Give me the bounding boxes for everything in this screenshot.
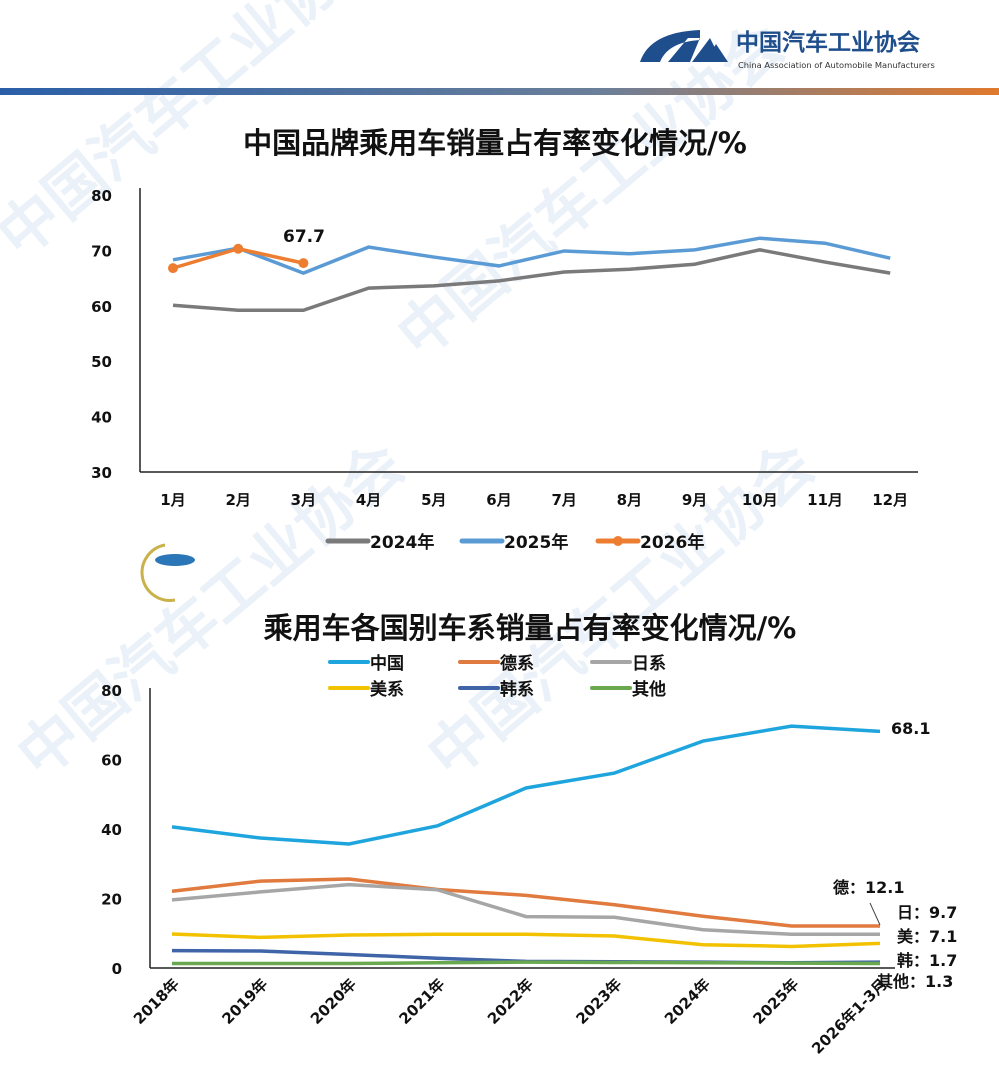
x-tick-label: 2019年 — [218, 975, 271, 1028]
chart-title: 乘用车各国别车系销量占有率变化情况/% — [264, 611, 797, 645]
small-logo — [140, 543, 195, 602]
y-tick-label: 70 — [91, 242, 112, 260]
org-name-en: China Association of Automobile Manufact… — [738, 60, 935, 70]
legend-label: 2025年 — [504, 532, 568, 553]
legend-label: 韩系 — [500, 679, 534, 700]
series-line-日系 — [171, 882, 880, 937]
car-logo-icon — [140, 543, 176, 602]
data-point — [298, 258, 309, 269]
x-tick-label: 6月 — [486, 491, 511, 509]
series-line-中国 — [171, 724, 881, 846]
y-tick-label: 40 — [101, 821, 122, 839]
chart-title: 中国品牌乘用车销量占有率变化情况/% — [243, 126, 747, 160]
header-logo: 中国汽车工业协会 China Association of Automobile… — [640, 29, 935, 70]
data-label: 68.1 — [891, 719, 930, 738]
y-tick-label: 50 — [91, 353, 112, 371]
x-tick-label: 8月 — [617, 491, 642, 509]
data-label: 日：9.7 — [897, 903, 957, 922]
car-logo-icon — [155, 554, 195, 566]
y-tick-label: 20 — [101, 891, 122, 909]
data-point — [233, 243, 244, 254]
x-tick-label: 2021年 — [395, 975, 448, 1028]
watermark-text: 中国汽车工业协会 — [385, 9, 798, 371]
x-tick-label: 5月 — [421, 491, 446, 509]
x-tick-label: 7月 — [551, 491, 576, 509]
y-tick-label: 80 — [91, 187, 112, 205]
x-tick-label: 9月 — [682, 491, 707, 509]
x-tick-label: 2023年 — [572, 975, 625, 1028]
legend-label: 中国 — [370, 653, 404, 674]
data-point — [168, 263, 178, 274]
data-label: 韩：1.7 — [897, 951, 957, 970]
x-tick-label: 1月 — [160, 491, 185, 509]
legend-label: 其他 — [632, 679, 666, 700]
legend-label: 美系 — [370, 679, 404, 700]
y-tick-label: 0 — [112, 960, 122, 978]
x-tick-label: 4月 — [356, 491, 381, 509]
x-tick-label: 2025年 — [749, 975, 802, 1028]
header-divider — [0, 88, 999, 95]
y-tick-label: 60 — [91, 298, 112, 316]
legend-label: 2024年 — [370, 532, 434, 553]
x-tick-label: 2020年 — [307, 975, 360, 1028]
leader-line — [869, 902, 881, 926]
y-tick-label: 80 — [101, 682, 122, 700]
y-tick-label: 60 — [101, 752, 122, 770]
series-line-美系 — [171, 932, 881, 949]
org-name-cn: 中国汽车工业协会 — [736, 29, 920, 56]
series-line-德系 — [171, 877, 880, 928]
data-label: 美：7.1 — [897, 927, 957, 946]
x-tick-label: 2月 — [225, 491, 250, 509]
x-tick-label: 3月 — [291, 491, 316, 509]
legend-label: 德系 — [500, 653, 534, 674]
watermark: 中国汽车工业协会 中国汽车工业协会 中国汽车工业协会 中国汽车工业协会 — [0, 0, 827, 791]
x-tick-label: 12月 — [872, 491, 908, 509]
x-tick-label: 2018年 — [130, 975, 183, 1028]
legend-label: 日系 — [632, 654, 666, 674]
legend-marker — [613, 536, 623, 546]
x-tick-label: 2024年 — [661, 975, 714, 1028]
x-tick-label: 11月 — [807, 491, 843, 509]
data-label: 其他：1.3 — [877, 972, 953, 991]
x-tick-label: 2022年 — [484, 975, 537, 1028]
y-tick-label: 40 — [91, 409, 112, 427]
chart-china-brand-share: 中国品牌乘用车销量占有率变化情况/% 30 40 50 60 70 80 1月 2月 3月 4月 5月… — [91, 126, 918, 553]
series-line-2025年 — [172, 236, 891, 275]
series-line-其他 — [172, 960, 881, 966]
caam-logo-icon — [640, 30, 728, 62]
legend-label: 2026年 — [640, 532, 704, 553]
data-label: 67.7 — [283, 227, 325, 247]
x-tick-label: 10月 — [742, 491, 778, 509]
series-line-2024年 — [172, 248, 891, 312]
y-tick-label: 30 — [91, 464, 112, 482]
data-label: 德：12.1 — [833, 878, 904, 897]
